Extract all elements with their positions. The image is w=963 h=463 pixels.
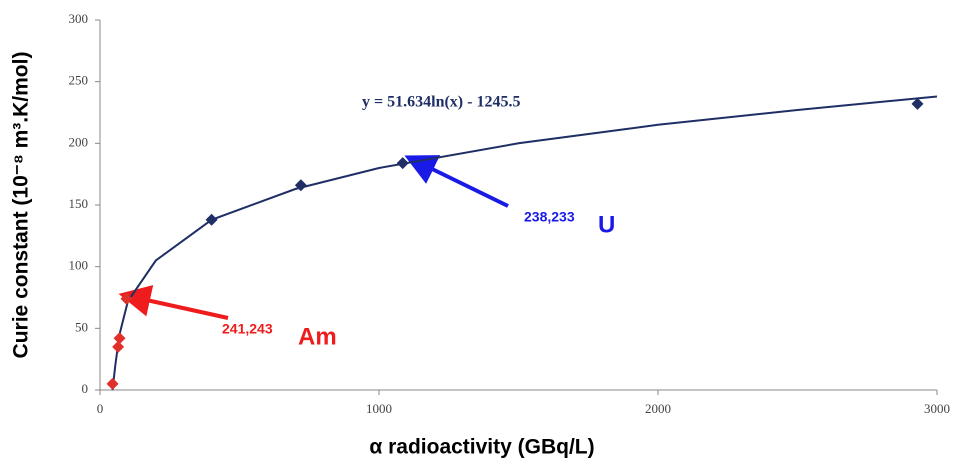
arrow	[404, 155, 509, 208]
point	[113, 332, 126, 345]
y-axis-label: Curie constant (10⁻⁸ m³.K/mol)	[10, 52, 33, 359]
y-tick-label: 250	[69, 73, 89, 88]
x-tick-label: 1000	[366, 401, 392, 416]
point	[120, 292, 133, 305]
x-tick-label: 0	[97, 401, 104, 416]
y-tick-label: 150	[69, 196, 89, 211]
isotope-mass: 238,233	[524, 209, 575, 225]
point	[396, 157, 409, 170]
y-tick-label: 50	[75, 319, 88, 334]
point	[106, 377, 119, 390]
point	[205, 213, 218, 226]
y-tick-label: 100	[69, 258, 89, 273]
y-tick-label: 300	[69, 11, 89, 26]
isotope-label: Am	[298, 323, 337, 350]
point	[294, 179, 307, 192]
x-tick-label: 2000	[645, 401, 671, 416]
isotope-label: U	[598, 211, 615, 238]
x-axis-label: α radioactivity (GBq/L)	[369, 436, 594, 459]
point	[112, 340, 125, 353]
y-tick-label: 0	[82, 381, 89, 396]
y-tick-label: 200	[69, 134, 89, 149]
isotope-mass: 241,243	[222, 321, 273, 337]
arrow	[118, 285, 229, 320]
trendline	[111, 95, 938, 391]
equation: y = 51.634ln(x) - 1245.5	[362, 94, 520, 111]
x-tick-label: 3000	[924, 401, 950, 416]
point	[911, 97, 924, 110]
